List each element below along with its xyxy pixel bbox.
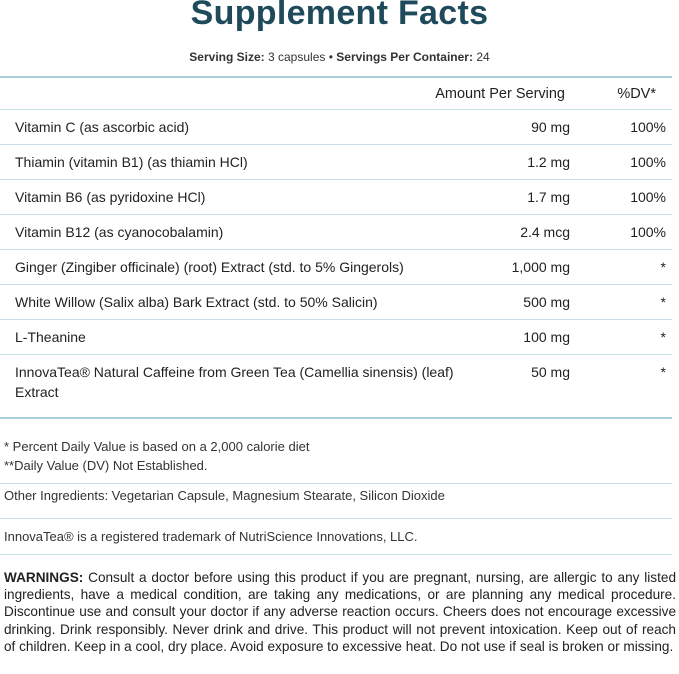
amount: 2.4 mcg [520,224,570,240]
daily-value: * [660,294,666,310]
amount: 90 mg [531,119,570,135]
daily-value: 100% [630,119,666,135]
divider [0,417,672,419]
serving-size: 3 capsules [268,50,326,64]
nutrient-name: InnovaTea® Natural Caffeine from Green T… [15,364,454,400]
table-row: Vitamin B12 (as cyanocobalamin) 2.4 mcg 10… [0,215,672,250]
divider [0,483,672,484]
column-header: Amount Per Serving [435,86,565,102]
daily-value: 100% [630,154,666,170]
divider [0,554,672,555]
nutrient-name: White Willow (Salix alba) Bark Extract (… [15,294,378,310]
amount: 50 mg [531,364,570,380]
amount: 100 mg [523,329,570,345]
separator: • [328,50,333,64]
daily-value: * [660,329,666,345]
nutrient-name: L-Theanine [15,329,86,345]
daily-value: * [660,259,666,275]
table-row: Vitamin B6 (as pyridoxine HCl) 1.7 mg 100% [0,180,672,215]
trademark: InnovaTea® is a registered trademark of … [4,529,418,544]
servings-per-container: 24 [476,50,490,64]
daily-value: * [660,364,666,380]
servings-per-container-label: Servings Per Container: [336,50,473,64]
amount: 1,000 mg [511,259,570,275]
nutrient-name: Vitamin B12 (as cyanocobalamin) [15,224,224,240]
warnings-text: Consult a doctor before using this produ… [4,570,677,654]
table-row: White Willow (Salix alba) Bark Extract (… [0,285,672,320]
table-header: Amount Per Serving %DV* [0,78,672,110]
divider [0,76,672,78]
nutrient-name: Vitamin B6 (as pyridoxine HCl) [15,189,206,205]
facts-table: Amount Per Serving %DV* Vitamin C (as as… [0,78,672,415]
serving-size-label: Serving Size: [189,50,265,64]
amount: 1.2 mg [527,154,570,170]
table-row: L-Theanine 100 mg * [0,320,672,355]
warnings-label: WARNINGS: [4,570,84,585]
nutrient-name: Thiamin (vitamin B1) (as thiamin HCl) [15,154,248,170]
column-header: %DV* [617,86,656,102]
daily-value: 100% [630,224,666,240]
warnings: WARNINGS: Consult a doctor before using … [4,569,676,655]
table-row: Ginger (Zingiber officinale) (root) Extr… [0,250,672,285]
footnote: **Daily Value (DV) Not Established. [4,458,208,473]
nutrient-name: Vitamin C (as ascorbic acid) [15,119,190,135]
table-row: InnovaTea® Natural Caffeine from Green T… [0,355,672,415]
divider [0,518,672,519]
amount: 1.7 mg [527,189,570,205]
table-row: Thiamin (vitamin B1) (as thiamin HCl) 1.2… [0,145,672,180]
table-row: Vitamin C (as ascorbic acid) 90 mg 100% [0,110,672,145]
daily-value: 100% [630,189,666,205]
other-ingredients: Other Ingredients: Vegetarian Capsule, M… [4,488,445,503]
title: Supplement Facts [190,0,489,32]
serving-info: Serving Size: 3 capsules • Servings Per … [0,50,679,64]
footnote: * Percent Daily Value is based on a 2,00… [4,439,310,454]
amount: 500 mg [523,294,570,310]
nutrient-name: Ginger (Zingiber officinale) (root) Extr… [15,259,404,275]
